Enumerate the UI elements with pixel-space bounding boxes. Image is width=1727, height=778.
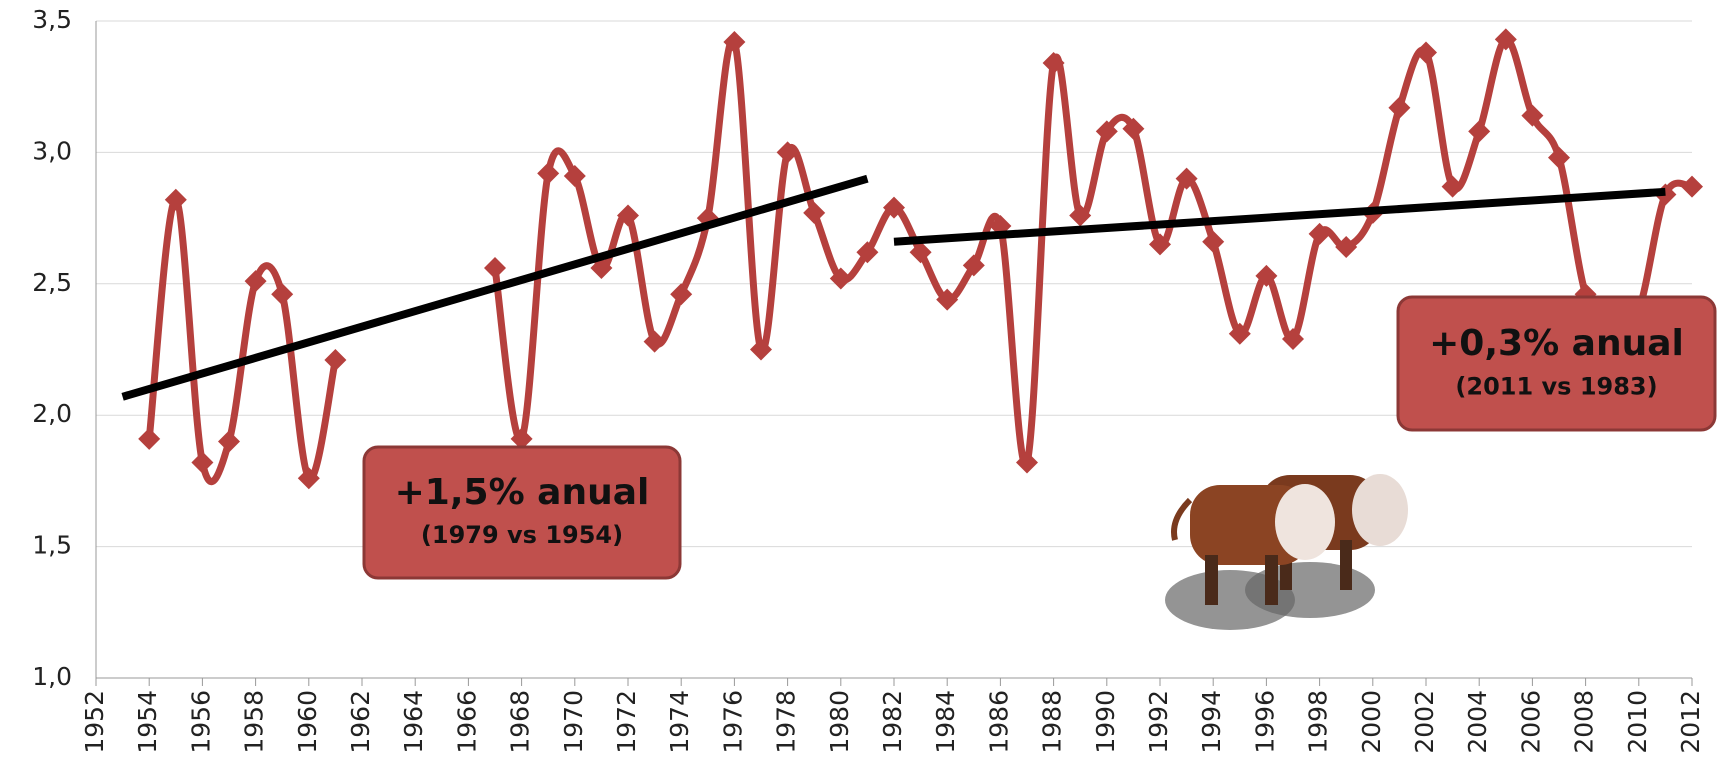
axes bbox=[95, 20, 1693, 686]
data-marker bbox=[1042, 52, 1065, 75]
data-marker bbox=[1228, 322, 1251, 345]
x-tick-label: 1984 bbox=[931, 690, 960, 754]
data-marker bbox=[191, 451, 214, 474]
data-marker bbox=[1149, 233, 1171, 256]
annotation-text: +1,5% anual bbox=[395, 472, 650, 513]
data-marker bbox=[590, 257, 613, 280]
trend-line bbox=[893, 187, 1666, 246]
x-tick-label: 1960 bbox=[293, 690, 322, 754]
data-marker bbox=[1441, 175, 1464, 198]
data-marker bbox=[1282, 327, 1304, 350]
x-tick-label: 1966 bbox=[452, 690, 481, 754]
data-marker bbox=[1175, 167, 1198, 190]
y-tick-label: 2,0 bbox=[32, 399, 72, 428]
data-marker bbox=[1335, 236, 1358, 259]
x-tick-label: 1964 bbox=[399, 690, 428, 754]
data-marker bbox=[297, 467, 320, 490]
y-tick-label: 1,5 bbox=[32, 531, 72, 560]
data-marker bbox=[218, 430, 240, 453]
data-marker bbox=[829, 267, 852, 290]
data-marker bbox=[164, 188, 187, 211]
x-tick-label: 1974 bbox=[665, 690, 694, 754]
x-tick-label: 1988 bbox=[1038, 690, 1067, 754]
x-tick-label: 1996 bbox=[1250, 690, 1279, 754]
annotation-subtext: (2011 vs 1983) bbox=[1455, 372, 1657, 400]
data-marker bbox=[776, 141, 799, 164]
x-tick-label: 1972 bbox=[612, 690, 641, 754]
data-marker bbox=[1308, 222, 1331, 245]
data-marker bbox=[537, 162, 560, 185]
x-tick-label: 1994 bbox=[1197, 690, 1226, 754]
y-tick-label: 2,5 bbox=[32, 268, 72, 297]
data-marker bbox=[484, 257, 506, 280]
annotation-subtext: (1979 vs 1954) bbox=[421, 521, 623, 549]
data-marker bbox=[883, 196, 905, 219]
data-marker bbox=[803, 201, 826, 224]
data-marker bbox=[643, 330, 666, 353]
annotation-box bbox=[362, 445, 682, 580]
x-tick-label: 1962 bbox=[346, 690, 375, 754]
x-tick-label: 1968 bbox=[506, 690, 535, 754]
data-marker bbox=[1069, 204, 1092, 227]
data-marker bbox=[1548, 146, 1570, 169]
x-tick-label: 1992 bbox=[1144, 690, 1173, 754]
data-marker bbox=[1468, 120, 1491, 143]
x-tick-label: 1978 bbox=[772, 690, 801, 754]
x-tick-label: 1986 bbox=[984, 690, 1013, 754]
data-marker bbox=[670, 283, 693, 306]
x-tick-label: 2006 bbox=[1516, 690, 1545, 754]
data-marker bbox=[750, 338, 772, 361]
data-marker bbox=[1494, 28, 1517, 51]
x-tick-label: 2004 bbox=[1463, 690, 1492, 754]
x-tick-label: 1980 bbox=[825, 690, 854, 754]
x-tick-label: 2012 bbox=[1676, 690, 1705, 754]
x-tick-label: 2000 bbox=[1357, 690, 1386, 754]
data-marker bbox=[1095, 120, 1118, 143]
data-marker bbox=[244, 270, 267, 293]
data-marker bbox=[324, 349, 347, 372]
data-marker bbox=[1388, 96, 1411, 119]
data-marker bbox=[510, 427, 533, 450]
data-marker bbox=[1521, 104, 1544, 127]
data-marker bbox=[723, 31, 746, 54]
data-marker bbox=[1016, 451, 1038, 474]
x-tick-label: 1956 bbox=[186, 690, 215, 754]
x-tick-label: 2008 bbox=[1570, 690, 1599, 754]
trend-line bbox=[121, 174, 869, 401]
x-tick-label: 1976 bbox=[718, 690, 747, 754]
x-tick-label: 1970 bbox=[559, 690, 588, 754]
x-tick-label: 1958 bbox=[240, 690, 269, 754]
annotation-text: +0,3% anual bbox=[1429, 323, 1684, 364]
data-marker bbox=[962, 254, 985, 277]
x-tick-label: 1954 bbox=[133, 690, 162, 754]
cow-illustration bbox=[1165, 474, 1408, 630]
x-tick-label: 1990 bbox=[1091, 690, 1120, 754]
x-tick-label: 2010 bbox=[1623, 690, 1652, 754]
data-marker bbox=[138, 427, 161, 450]
annotation-box bbox=[1396, 295, 1717, 432]
data-marker bbox=[936, 288, 959, 311]
data-marker bbox=[909, 241, 932, 264]
y-tick-label: 3,5 bbox=[32, 5, 72, 34]
x-tick-label: 2002 bbox=[1410, 690, 1439, 754]
y-tick-label: 1,0 bbox=[32, 662, 72, 691]
data-marker bbox=[271, 283, 294, 306]
y-tick-label: 3,0 bbox=[32, 136, 72, 165]
x-tick-label: 1998 bbox=[1304, 690, 1333, 754]
data-marker bbox=[1415, 41, 1437, 64]
data-marker bbox=[617, 204, 639, 227]
data-marker bbox=[1255, 264, 1278, 287]
data-marker bbox=[563, 165, 586, 188]
data-marker bbox=[1122, 117, 1145, 140]
x-tick-label: 1952 bbox=[80, 690, 109, 754]
data-marker bbox=[1681, 175, 1703, 198]
data-marker bbox=[856, 241, 879, 264]
x-tick-label: 1982 bbox=[878, 690, 907, 754]
data-marker bbox=[1202, 230, 1225, 253]
